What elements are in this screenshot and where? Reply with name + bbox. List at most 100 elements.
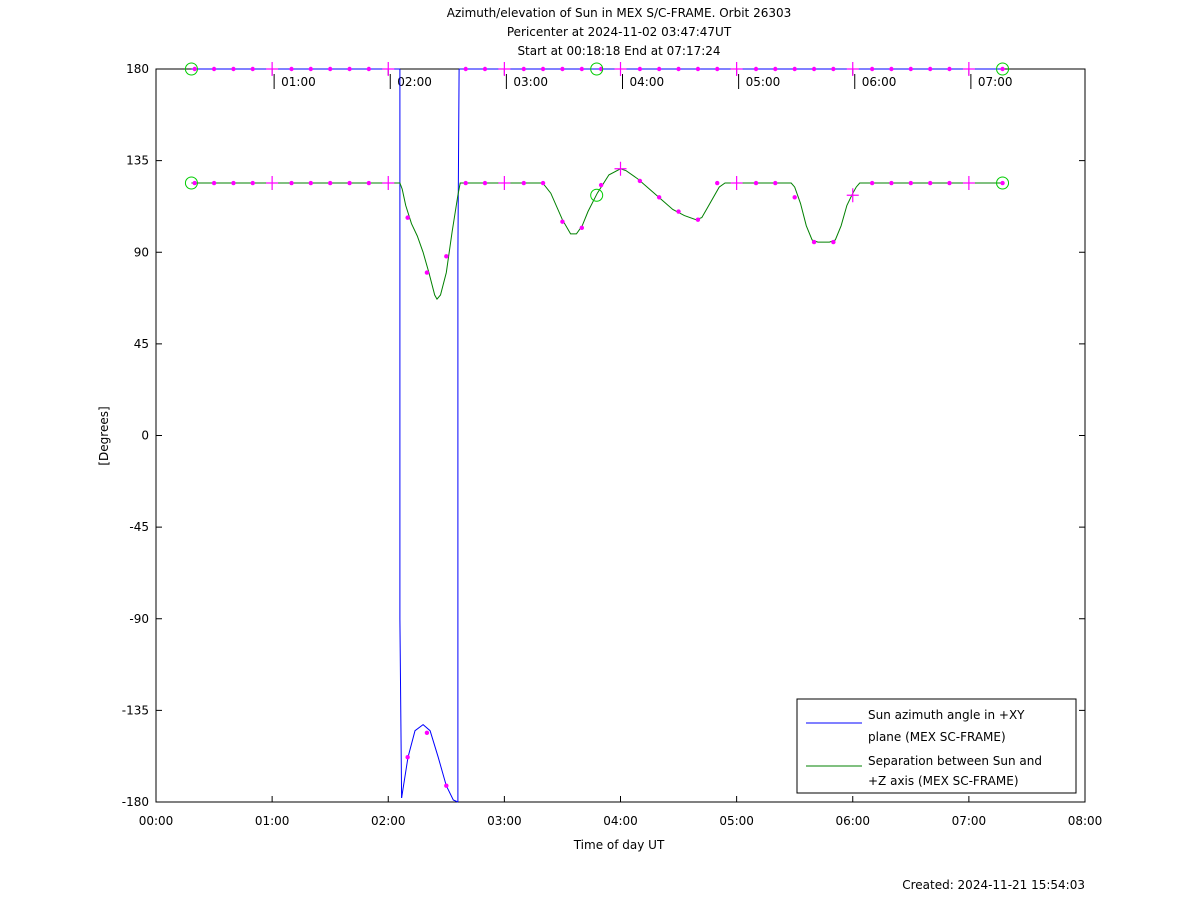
- y-tick-label: 90: [134, 245, 149, 259]
- marker-layer: [184, 62, 1010, 788]
- separation-point-marker: [656, 195, 662, 200]
- azimuth-point-marker: [308, 66, 313, 72]
- x-tick-label: 05:00: [719, 814, 754, 828]
- separation-point-marker: [521, 180, 526, 186]
- y-tick-label: 0: [141, 429, 149, 443]
- separation-point-marker: [560, 219, 565, 224]
- legend-label-separation-line-2: +Z axis (MEX SC-FRAME): [868, 774, 1019, 788]
- created-timestamp: Created: 2024-11-21 15:54:03: [902, 878, 1085, 892]
- azimuth-point-marker: [773, 66, 778, 72]
- plot-frame: [155, 68, 1086, 803]
- azimuth-point-marker: [289, 66, 294, 72]
- separation-point-marker: [308, 180, 313, 186]
- separation-point-marker: [1000, 180, 1005, 186]
- azimuth-point-marker: [424, 730, 430, 735]
- separation-point-marker: [540, 180, 546, 186]
- azimuth-point-marker: [928, 66, 933, 72]
- legend: Sun azimuth angle in +XY plane (MEX SC-F…: [796, 698, 1077, 794]
- separation-point-marker: [192, 180, 197, 186]
- separation-hour-marker: [962, 176, 975, 191]
- separation-hour-marker: [266, 176, 279, 191]
- azimuth-point-marker: [405, 755, 410, 760]
- event-circle-marker: [590, 188, 604, 202]
- x-tick-label: 04:00: [603, 814, 638, 828]
- azimuth-point-marker: [792, 66, 797, 72]
- y-tick-label: -180: [122, 795, 149, 809]
- azimuth-point-marker: [444, 783, 449, 788]
- azimuth-point-marker: [250, 66, 255, 72]
- separation-point-marker: [889, 180, 894, 186]
- event-circle-marker: [590, 62, 604, 76]
- series-line-separation: [191, 168, 1003, 300]
- y-axis: 180 135 90 45 0 -45 -90 -135 -180: [122, 62, 1085, 809]
- azimuth-point-marker: [869, 66, 875, 72]
- x-tick-label: 02:00: [371, 814, 406, 828]
- separation-point-marker: [463, 180, 468, 186]
- event-circle-marker: [996, 62, 1010, 76]
- chart-title: Azimuth/elevation of Sun in MEX S/C-FRAM…: [447, 6, 792, 58]
- top-time-label: 06:00: [862, 75, 897, 89]
- azimuth-hour-marker: [846, 62, 859, 76]
- azimuth-point-marker: [211, 66, 217, 72]
- azimuth-hour-marker: [730, 62, 743, 76]
- top-time-label: 01:00: [281, 75, 316, 89]
- separation-point-marker: [347, 180, 352, 186]
- separation-point-marker: [869, 180, 875, 186]
- legend-label-separation-line-1: Separation between Sun and: [868, 754, 1042, 768]
- separation-point-marker: [637, 178, 643, 184]
- event-circle-marker: [184, 62, 198, 76]
- separation-point-marker: [424, 270, 430, 275]
- azimuth-point-marker: [831, 66, 836, 72]
- x-tick-label: 03:00: [487, 814, 522, 828]
- separation-point-marker: [598, 182, 604, 188]
- separation-point-marker: [289, 180, 294, 186]
- azimuth-point-marker: [1000, 66, 1005, 72]
- y-axis-label: [Degrees]: [97, 406, 111, 465]
- azimuth-hour-marker: [962, 62, 975, 76]
- separation-hour-marker: [846, 188, 859, 203]
- separation-point-marker: [211, 180, 217, 186]
- separation-point-marker: [811, 239, 817, 245]
- azimuth-hour-marker: [382, 62, 395, 76]
- azimuth-point-marker: [753, 66, 759, 72]
- x-axis-label: Time of day UT: [573, 838, 665, 852]
- y-tick-label: -135: [122, 703, 149, 717]
- separation-point-marker: [444, 254, 449, 259]
- top-time-label: 05:00: [746, 75, 781, 89]
- legend-label-azimuth-line-1: Sun azimuth angle in +XY: [868, 708, 1025, 722]
- y-tick-label: 180: [126, 62, 149, 76]
- azimuth-hour-marker: [614, 62, 627, 76]
- separation-hour-marker: [730, 176, 743, 191]
- separation-point-marker: [831, 239, 836, 245]
- x-tick-label: 01:00: [255, 814, 290, 828]
- separation-point-marker: [947, 180, 952, 186]
- title-line-3: Start at 00:18:18 End at 07:17:24: [517, 44, 720, 58]
- azimuth-point-marker: [327, 66, 333, 72]
- azimuth-point-marker: [947, 66, 952, 72]
- azimuth-point-marker: [560, 66, 565, 72]
- x-tick-label: 08:00: [1068, 814, 1103, 828]
- separation-point-marker: [482, 180, 488, 186]
- separation-hour-marker: [382, 176, 395, 191]
- azimuth-point-marker: [889, 66, 894, 72]
- separation-point-marker: [579, 225, 585, 231]
- event-circle-marker: [996, 176, 1010, 190]
- azimuth-point-marker: [192, 66, 197, 72]
- top-time-label: 04:00: [630, 75, 665, 89]
- azimuth-point-marker: [908, 66, 914, 72]
- azimuth-point-marker: [366, 66, 372, 72]
- separation-hour-marker: [614, 161, 627, 176]
- azimuth-point-marker: [656, 66, 662, 72]
- title-line-2: Pericenter at 2024-11-02 03:47:47UT: [507, 25, 732, 39]
- series-layer: [191, 68, 1003, 803]
- separation-point-marker: [695, 217, 701, 222]
- azimuth-point-marker: [637, 66, 643, 72]
- y-tick-label: 45: [134, 337, 149, 351]
- separation-point-marker: [231, 180, 236, 186]
- separation-point-marker: [908, 180, 914, 186]
- top-time-label: 03:00: [513, 75, 548, 89]
- azimuth-point-marker: [463, 66, 468, 72]
- separation-point-marker: [715, 180, 720, 186]
- top-time-labels: 01:00 02:00 03:00 04:00 05:00 06:00 07:00: [273, 74, 1012, 89]
